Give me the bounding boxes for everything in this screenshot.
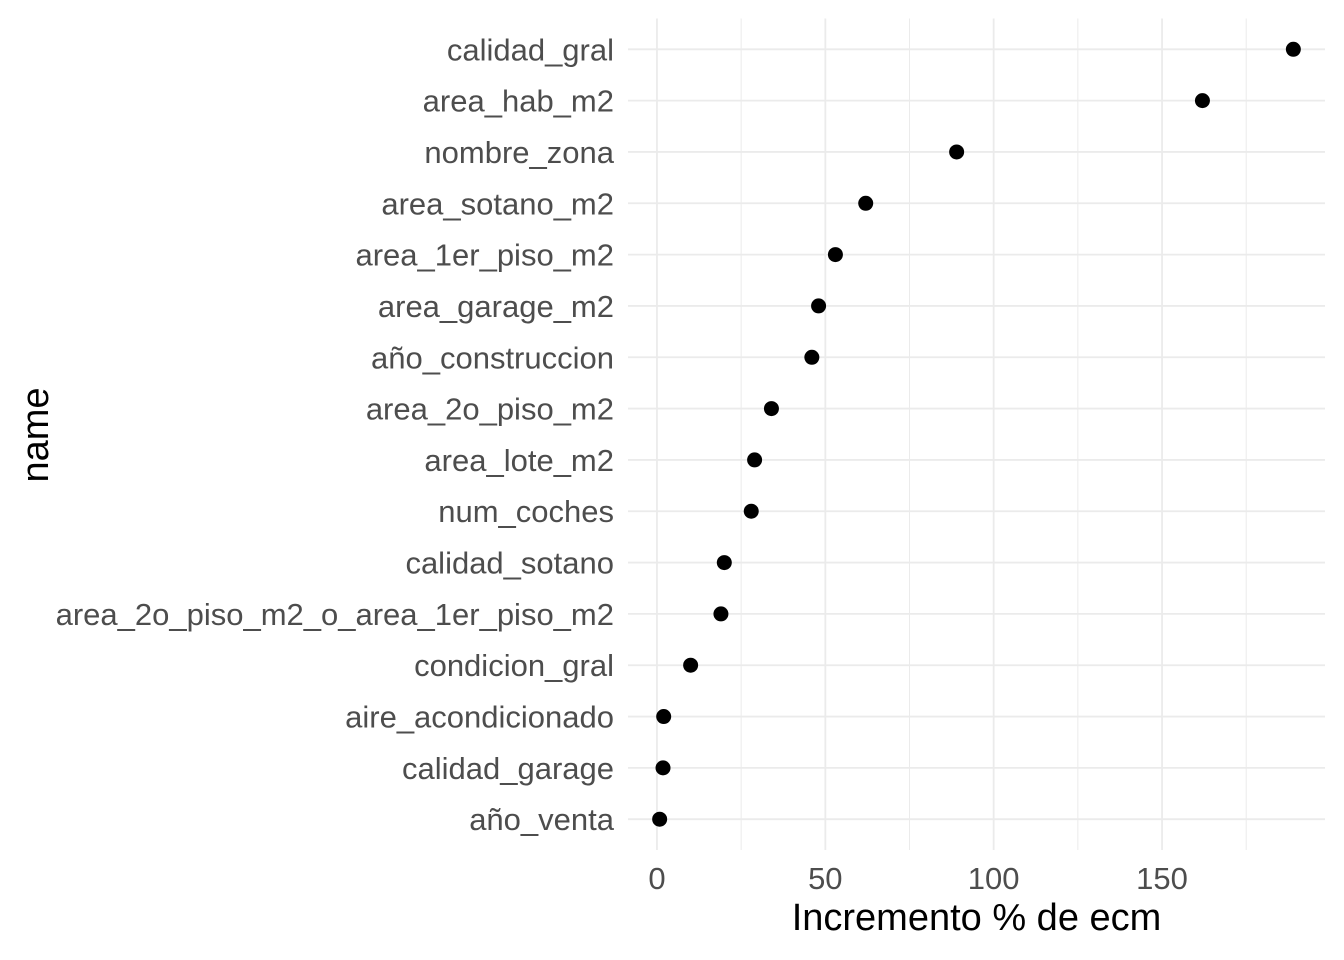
data-point xyxy=(747,452,763,468)
x-axis-tick-label: 150 xyxy=(1136,861,1188,896)
data-point xyxy=(1285,41,1301,57)
data-point xyxy=(827,247,843,263)
y-axis-tick-label: area_2o_piso_m2_o_area_1er_piso_m2 xyxy=(56,597,614,632)
x-axis-tick-label: 0 xyxy=(648,861,665,896)
x-axis-tick-label: 100 xyxy=(968,861,1020,896)
plot-panel xyxy=(628,18,1325,850)
y-axis-tick-label: año_construccion xyxy=(371,340,614,375)
y-axis-tick-label: año_venta xyxy=(469,802,615,837)
y-axis-tick-label: area_1er_piso_m2 xyxy=(355,238,614,273)
y-axis-tick-label: condicion_gral xyxy=(414,648,614,683)
data-point xyxy=(949,144,965,160)
y-axis-tick-label: aire_acondicionado xyxy=(345,700,614,735)
data-point xyxy=(713,606,729,622)
y-axis-tick-label: area_sotano_m2 xyxy=(381,186,614,221)
x-axis-title: Incremento % de ecm xyxy=(792,897,1162,939)
y-axis-tick-label: calidad_garage xyxy=(402,751,614,786)
y-axis-tick-label: calidad_sotano xyxy=(405,546,614,581)
y-axis-tick-label: nombre_zona xyxy=(424,135,614,170)
y-axis-tick-label: area_hab_m2 xyxy=(423,84,614,119)
data-point xyxy=(743,503,759,519)
data-point xyxy=(656,709,672,725)
x-axis-tick-label: 50 xyxy=(808,861,842,896)
data-point xyxy=(655,760,671,776)
y-axis-tick-label: area_2o_piso_m2 xyxy=(366,392,614,427)
data-points xyxy=(652,41,1301,827)
y-axis-tick-label: area_lote_m2 xyxy=(424,443,614,478)
y-axis-tick-labels: calidad_gral area_hab_m2 nombre_zona area_s… xyxy=(56,32,615,837)
y-axis-tick-label: calidad_gral xyxy=(447,32,614,67)
data-point xyxy=(763,401,779,417)
x-axis-tick-labels: 0 50 100 150 xyxy=(648,861,1188,896)
data-point xyxy=(804,349,820,365)
gridlines-minor xyxy=(740,18,1247,850)
data-point xyxy=(652,811,668,827)
data-point xyxy=(811,298,827,314)
y-axis-title: name xyxy=(15,387,57,482)
data-point xyxy=(683,657,699,673)
data-point xyxy=(1194,93,1210,109)
gridlines-major xyxy=(628,18,1325,850)
data-point xyxy=(858,195,874,211)
y-axis-tick-label: area_garage_m2 xyxy=(378,289,614,324)
data-point xyxy=(716,555,732,571)
y-axis-tick-label: num_coches xyxy=(438,494,614,529)
